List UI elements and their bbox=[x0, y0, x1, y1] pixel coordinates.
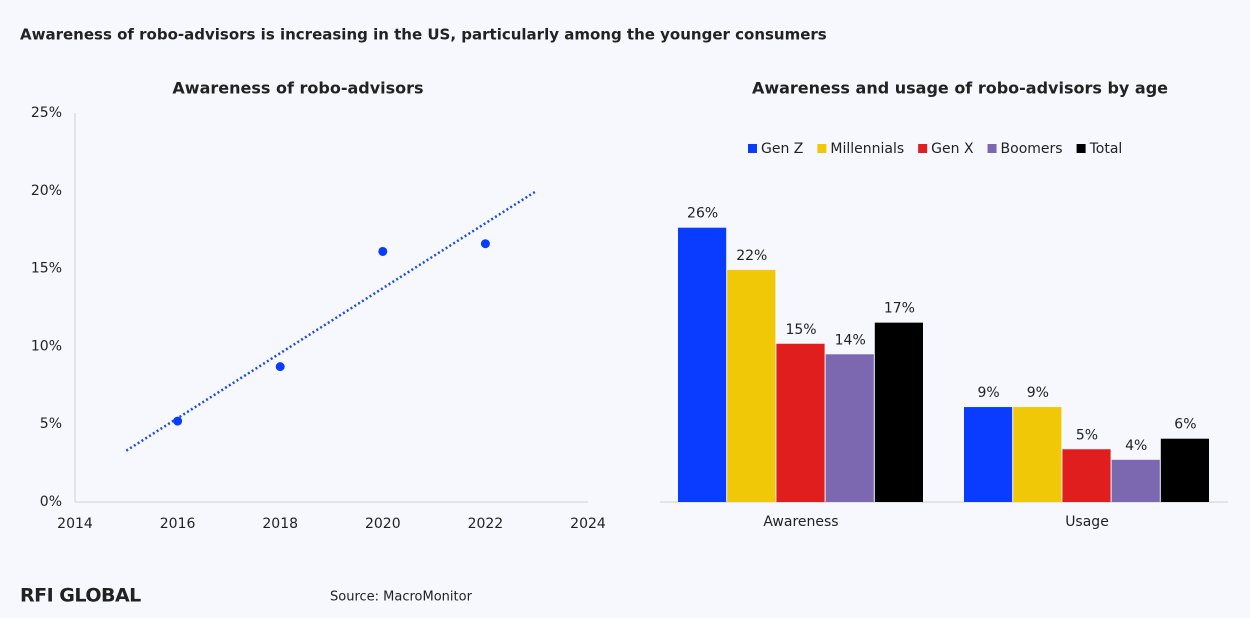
bar bbox=[776, 343, 825, 502]
legend-label: Total bbox=[1089, 141, 1123, 157]
y-tick-label: 25% bbox=[31, 105, 62, 121]
bar bbox=[1160, 438, 1209, 502]
legend-swatch bbox=[1076, 144, 1086, 153]
bar bbox=[1111, 459, 1160, 502]
bar bbox=[1013, 407, 1062, 502]
x-tick-label: 2022 bbox=[468, 516, 504, 532]
point bbox=[173, 416, 183, 426]
y-tick-label: 5% bbox=[40, 416, 62, 432]
bar bbox=[727, 269, 776, 502]
bar bbox=[1062, 449, 1111, 502]
legend-label: Gen X bbox=[931, 141, 974, 157]
chart-title: Awareness and usage of robo-advisors by … bbox=[752, 79, 1168, 98]
chart-title: Awareness of robo-advisors bbox=[172, 79, 423, 98]
y-tick-label: 0% bbox=[40, 494, 62, 510]
page-title: Awareness of robo-advisors is increasing… bbox=[20, 26, 827, 44]
point bbox=[378, 246, 388, 256]
legend-swatch bbox=[918, 144, 928, 153]
point bbox=[480, 239, 490, 249]
data-label: 5% bbox=[1076, 427, 1098, 443]
legend-swatch bbox=[987, 144, 997, 153]
data-label: 6% bbox=[1174, 417, 1196, 433]
legend-label: Gen Z bbox=[761, 141, 803, 157]
bar bbox=[678, 227, 727, 502]
x-tick-label: 2020 bbox=[365, 516, 401, 532]
x-tick-label: 2014 bbox=[57, 516, 93, 532]
x-tick-label: 2018 bbox=[262, 516, 298, 532]
x-tick-label: Usage bbox=[1065, 514, 1109, 530]
data-label: 4% bbox=[1125, 438, 1147, 454]
x-tick-label: 2024 bbox=[570, 516, 606, 532]
data-label: 9% bbox=[1027, 385, 1049, 401]
data-label: 26% bbox=[687, 206, 718, 222]
legend-swatch bbox=[748, 144, 757, 153]
bar bbox=[874, 322, 923, 502]
y-tick-label: 15% bbox=[31, 261, 62, 277]
data-label: 9% bbox=[977, 385, 999, 401]
legend-swatch bbox=[817, 144, 827, 153]
x-tick-label: Awareness bbox=[763, 514, 838, 530]
data-label: 17% bbox=[884, 301, 915, 317]
data-label: 14% bbox=[835, 332, 866, 348]
x-tick-label: 2016 bbox=[160, 516, 196, 532]
legend-label: Boomers bbox=[1001, 141, 1063, 157]
data-label: 15% bbox=[785, 322, 816, 338]
y-tick-label: 20% bbox=[31, 183, 62, 199]
logo: RFI GLOBAL bbox=[20, 585, 141, 607]
data-label: 22% bbox=[736, 248, 767, 264]
source: Source: MacroMonitor bbox=[330, 590, 473, 605]
point bbox=[275, 362, 285, 372]
bar bbox=[825, 354, 874, 502]
legend-label: Millennials bbox=[830, 141, 904, 157]
y-tick-label: 10% bbox=[31, 338, 62, 354]
bar bbox=[964, 407, 1013, 502]
